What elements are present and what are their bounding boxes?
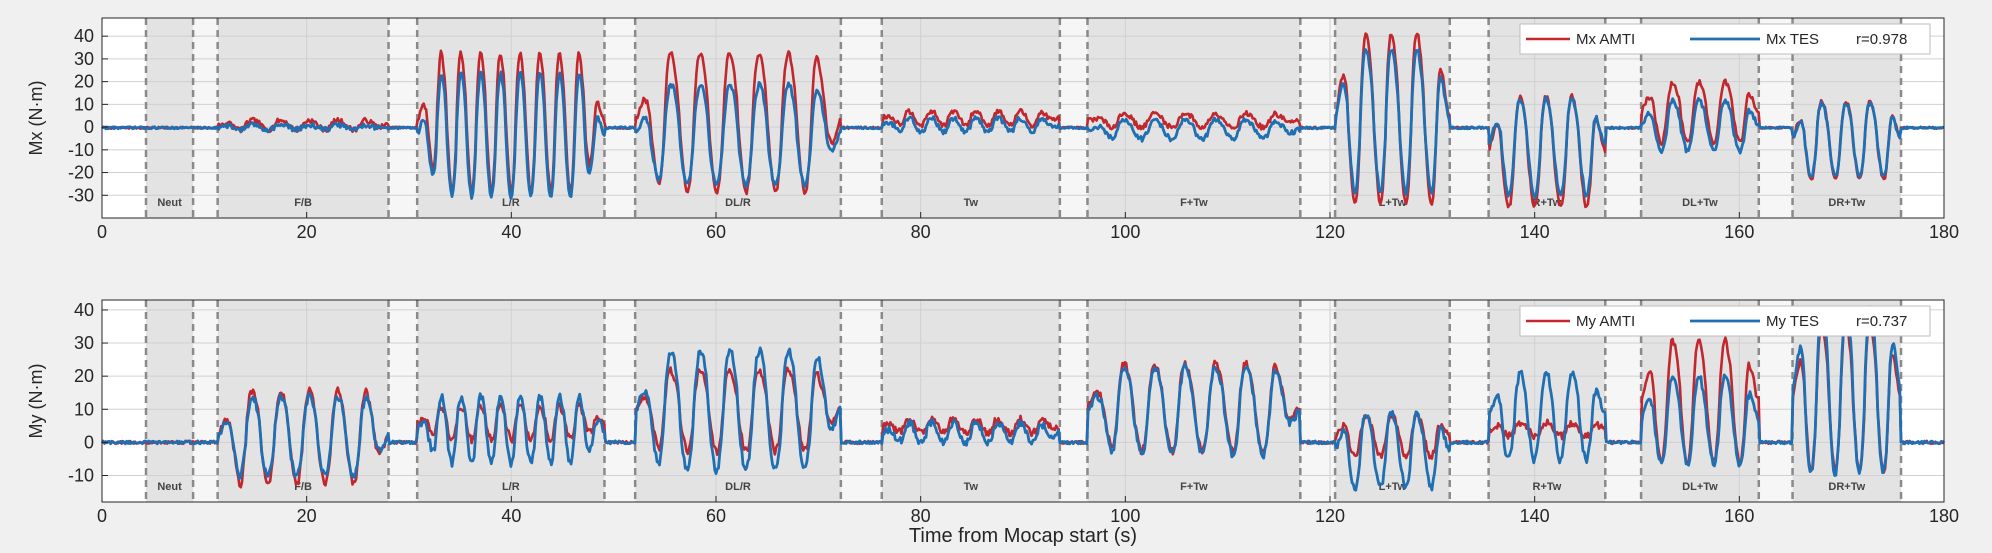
y-tick-label: 20 — [74, 366, 94, 386]
segment-band — [217, 300, 389, 502]
segment-band — [1335, 300, 1450, 502]
gap-band — [840, 300, 882, 502]
gap-band — [604, 300, 636, 502]
gap-band — [604, 18, 636, 218]
y-tick-label: -20 — [68, 163, 94, 183]
x-tick-label: 140 — [1520, 506, 1550, 526]
x-tick-label: 180 — [1929, 506, 1959, 526]
series-line-tes — [101, 48, 1945, 200]
gap-band — [1449, 300, 1489, 502]
x-tick-label: 60 — [706, 222, 726, 242]
x-tick-label: 180 — [1929, 222, 1959, 242]
segment-label: L/R — [502, 197, 520, 209]
x-tick-label: 40 — [501, 222, 521, 242]
x-tick-label: 100 — [1110, 222, 1140, 242]
segment-label: R+Tw — [1533, 481, 1562, 493]
y-tick-label: 30 — [74, 49, 94, 69]
y-tick-label: 0 — [84, 432, 94, 452]
segment-label: F/B — [294, 197, 312, 209]
segment-label: Neut — [157, 197, 182, 209]
segment-band — [417, 300, 605, 502]
segment-band — [146, 18, 194, 218]
x-tick-label: 120 — [1315, 506, 1345, 526]
mx-panel: Neut F/B L/R DL/R Tw F+Tw L+Tw R+Tw DL+Tw DR+Tw 0 2… — [26, 17, 1959, 242]
segment-label: Tw — [964, 481, 979, 493]
series-line-tes — [100, 305, 1945, 492]
segment-label: R+Tw — [1533, 197, 1562, 209]
x-tick-label: 20 — [297, 222, 317, 242]
my-panel: Neut F/B L/R DL/R Tw F+Tw L+Tw R+Tw DL+Tw DR+Tw0 2… — [26, 299, 1959, 547]
segment-label: DL+Tw — [1682, 481, 1718, 493]
segment-label: DL+Tw — [1682, 197, 1718, 209]
gap-band — [193, 18, 218, 218]
x-tick-label: 140 — [1520, 222, 1550, 242]
x-tick-label: 0 — [97, 222, 107, 242]
gap-band — [388, 300, 418, 502]
segment-label: DR+Tw — [1828, 481, 1865, 493]
legend-correlation: r=0.737 — [1856, 313, 1907, 330]
y-tick-label: -30 — [68, 185, 94, 205]
y-tick-label: 30 — [74, 333, 94, 353]
y-tick-label: -10 — [68, 140, 94, 160]
x-tick-label: 100 — [1110, 506, 1140, 526]
gap-band — [1300, 18, 1336, 218]
segment-label: Neut — [157, 481, 182, 493]
legend-label-amti: My AMTI — [1576, 313, 1635, 330]
gap-band — [388, 18, 418, 218]
x-tick-label: 80 — [911, 506, 931, 526]
legend-label-tes: My TES — [1766, 313, 1819, 330]
x-tick-label: 0 — [97, 506, 107, 526]
segment-label: F+Tw — [1180, 481, 1208, 493]
x-tick-label: 160 — [1724, 506, 1754, 526]
legend: My AMTI My TES r=0.737 — [1519, 305, 1931, 337]
segment-label: DL/R — [725, 197, 751, 209]
legend-correlation: r=0.978 — [1856, 31, 1907, 48]
x-tick-label: 20 — [297, 506, 317, 526]
y-tick-label: -10 — [68, 466, 94, 486]
gap-band — [1059, 300, 1088, 502]
gap-band — [1059, 18, 1088, 218]
legend-label-amti: Mx AMTI — [1576, 31, 1635, 48]
x-tick-label: 120 — [1315, 222, 1345, 242]
x-tick-label: 40 — [501, 506, 521, 526]
segment-label: Tw — [964, 197, 979, 209]
segment-label: DL/R — [725, 481, 751, 493]
y-tick-label: 10 — [74, 399, 94, 419]
x-tick-label: 160 — [1724, 222, 1754, 242]
y-axis-label: My (N·m) — [26, 364, 46, 439]
gap-band — [840, 18, 882, 218]
segment-band — [881, 300, 1060, 502]
y-tick-label: 40 — [74, 300, 94, 320]
segment-label: DR+Tw — [1828, 197, 1865, 209]
x-tick-label: 60 — [706, 506, 726, 526]
x-axis-label: Time from Mocap start (s) — [909, 525, 1137, 547]
segment-band — [217, 18, 389, 218]
segment-label: L+Tw — [1379, 481, 1407, 493]
gap-band — [193, 300, 218, 502]
y-tick-label: 40 — [74, 26, 94, 46]
x-tick-label: 80 — [911, 222, 931, 242]
gap-band — [1300, 300, 1336, 502]
segment-label: F+Tw — [1180, 197, 1208, 209]
segment-label: L+Tw — [1379, 197, 1407, 209]
segment-label: L/R — [502, 481, 520, 493]
y-tick-label: 10 — [74, 94, 94, 114]
y-axis-label: Mx (N·m) — [26, 81, 46, 156]
axes-box — [101, 299, 1945, 503]
y-tick-label: 0 — [84, 117, 94, 137]
y-tick-label: 20 — [74, 72, 94, 92]
segment-band — [146, 300, 194, 502]
legend: Mx AMTI Mx TES r=0.978 — [1519, 23, 1931, 55]
axes-box — [101, 17, 1945, 219]
legend-label-tes: Mx TES — [1766, 31, 1819, 48]
gap-band — [1449, 18, 1489, 218]
